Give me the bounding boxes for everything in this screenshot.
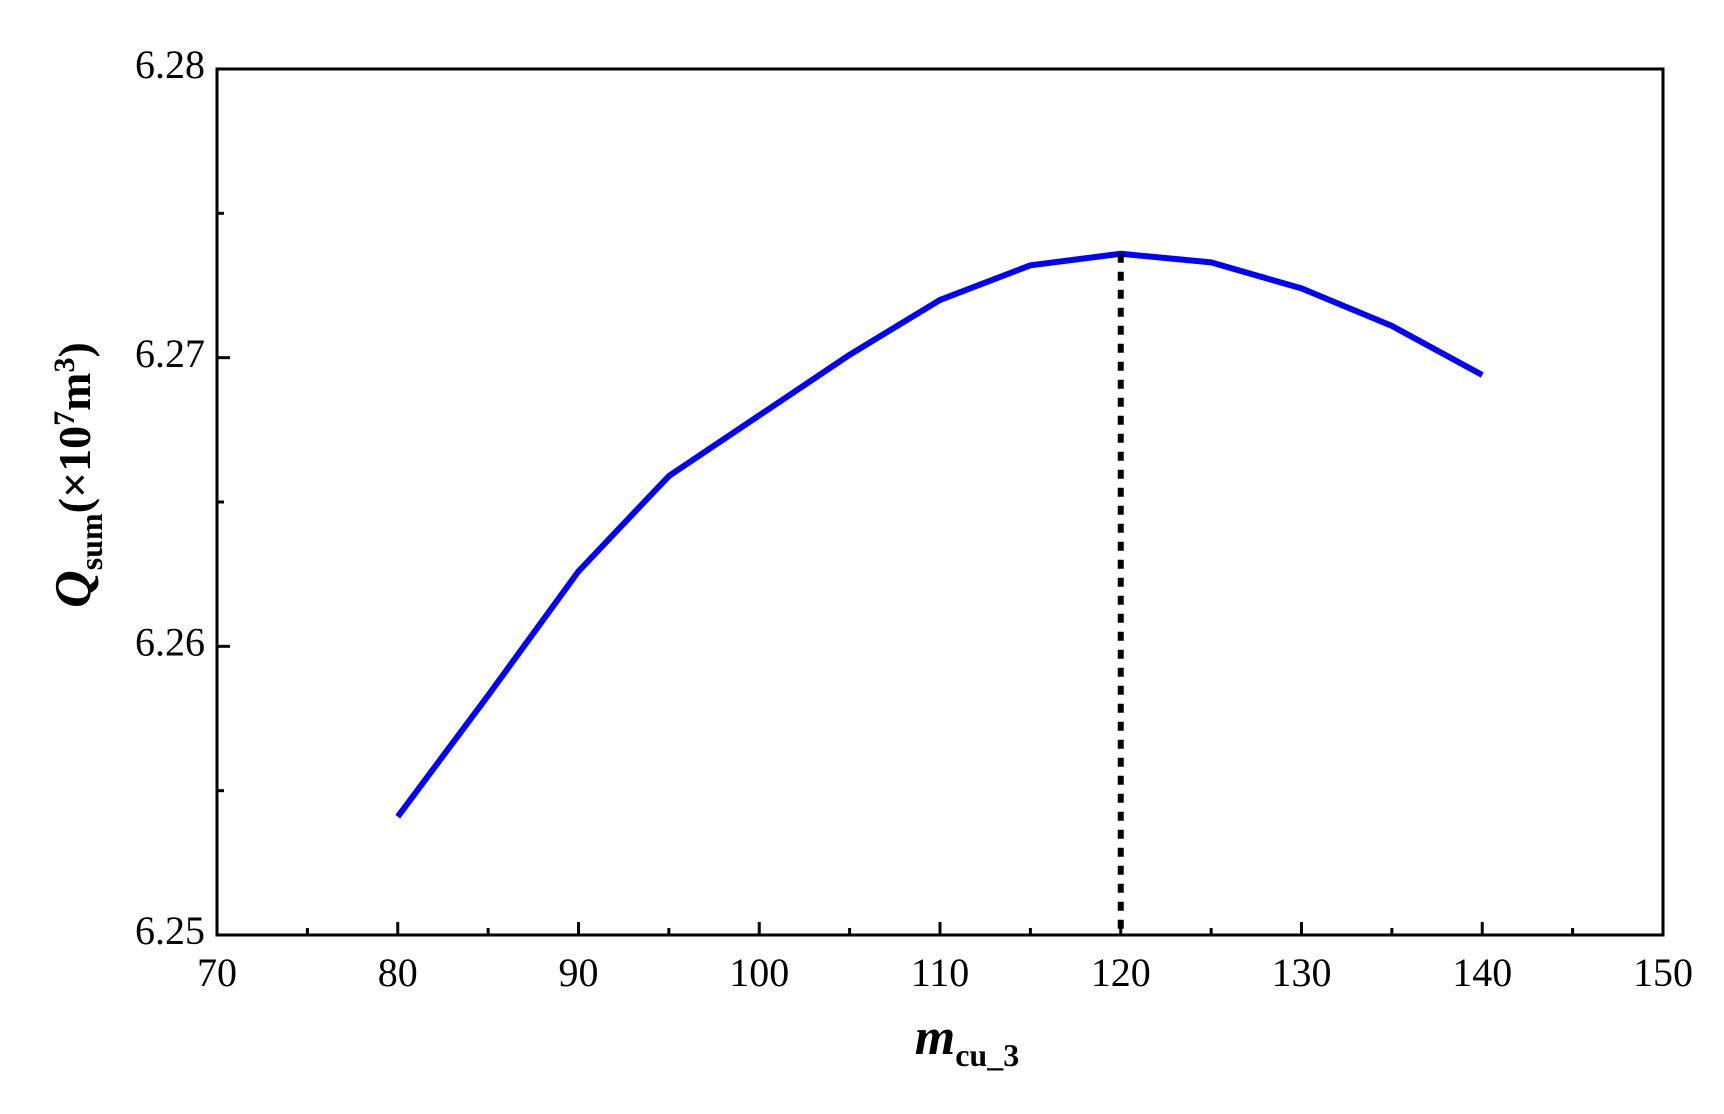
y-label-main: Q bbox=[45, 570, 102, 608]
x-tick-label: 100 bbox=[729, 950, 789, 995]
x-tick-label: 110 bbox=[911, 950, 970, 995]
data-line bbox=[395, 250, 1484, 819]
x-label-main: m bbox=[915, 1009, 955, 1066]
y-tick-label: 6.28 bbox=[135, 42, 205, 87]
y-tick-label: 6.25 bbox=[135, 908, 205, 953]
y-label-sup: 7 bbox=[48, 411, 81, 426]
x-tick-label: 130 bbox=[1272, 950, 1332, 995]
x-label-sub: cu_3 bbox=[955, 1037, 1019, 1073]
y-tick-label: 6.27 bbox=[135, 331, 205, 376]
y-axis-label: Qsum(×107m3) bbox=[45, 342, 109, 608]
y-tick-label: 6.26 bbox=[135, 620, 205, 665]
x-tick-label: 150 bbox=[1633, 950, 1693, 995]
x-tick-label: 70 bbox=[197, 950, 237, 995]
plot-frame bbox=[215, 67, 1665, 937]
y-label-sub: sum bbox=[73, 513, 109, 570]
x-tick-label: 90 bbox=[559, 950, 599, 995]
y-label-sup: 3 bbox=[48, 358, 81, 373]
y-label-open: (×10 bbox=[49, 426, 100, 514]
y-label-unit: m bbox=[49, 373, 100, 411]
x-tick-label: 120 bbox=[1091, 950, 1151, 995]
x-axis-label: mcu_3 bbox=[915, 1009, 1019, 1073]
y-label-close: ) bbox=[49, 342, 100, 357]
x-tick-label: 140 bbox=[1452, 950, 1512, 995]
x-tick-label: 80 bbox=[378, 950, 418, 995]
